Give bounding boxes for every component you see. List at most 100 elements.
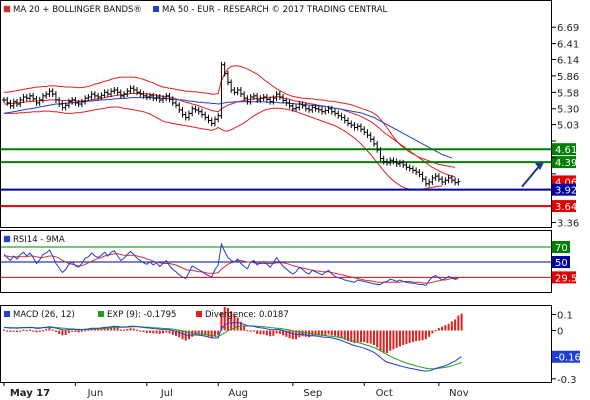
- divergence-bar: [454, 319, 457, 331]
- divergence-bar: [35, 330, 38, 333]
- macd-last-label-bg: [552, 350, 580, 363]
- divergence-bar: [334, 330, 337, 336]
- projection-arrow-head: [535, 162, 544, 171]
- divergence-bar: [213, 330, 216, 337]
- divergence-bar: [317, 330, 320, 336]
- divergence-bar: [243, 326, 246, 331]
- divergence-bar: [181, 330, 184, 340]
- divergence-bar: [84, 330, 87, 332]
- legend-ma50-text: MA 50 - EUR - RESEARCH © 2017 TRADING CE…: [162, 5, 388, 15]
- legend-marker-macd: [4, 311, 10, 317]
- divergence-bar: [6, 330, 9, 332]
- x-tick-label: Oct: [376, 388, 393, 399]
- divergence-bar: [272, 330, 275, 336]
- divergence-bar: [97, 329, 100, 331]
- divergence-bar: [123, 329, 126, 331]
- divergence-bar: [327, 330, 330, 335]
- level-label-bg: [552, 200, 576, 213]
- divergence-bar: [64, 330, 67, 335]
- divergence-bar: [450, 321, 453, 331]
- divergence-bar: [395, 330, 398, 348]
- legend-divergence-text: Divergence: 0.0187: [205, 310, 289, 320]
- divergence-bar: [93, 328, 96, 331]
- x-tick-label: Jun: [87, 388, 104, 399]
- divergence-bar: [385, 330, 388, 354]
- divergence-bar: [337, 330, 340, 338]
- divergence-bar: [408, 330, 411, 344]
- divergence-bar: [106, 328, 109, 331]
- divergence-bar: [3, 329, 5, 331]
- divergence-bar: [77, 330, 80, 333]
- divergence-bar: [379, 330, 382, 351]
- level-label-resistance: 4.39: [555, 158, 577, 169]
- divergence-bar: [136, 329, 139, 331]
- level-label-bg: [552, 156, 576, 169]
- divergence-bar: [38, 330, 41, 332]
- divergence-bar: [80, 330, 83, 332]
- divergence-bar: [217, 330, 220, 335]
- divergence-bar: [175, 330, 177, 336]
- divergence-bar: [113, 326, 116, 331]
- divergence-bar: [278, 330, 281, 334]
- legend-marker-divergence: [196, 311, 202, 317]
- price-panel-frame: [0, 0, 552, 228]
- divergence-bar: [116, 327, 119, 331]
- divergence-bar: [54, 330, 57, 332]
- macd-legend: MACD (26, 12) EXP (9): -0.1795 Divergenc…: [4, 310, 289, 320]
- divergence-bar: [155, 330, 158, 334]
- divergence-bar: [249, 330, 252, 332]
- divergence-bar: [32, 330, 35, 332]
- price-y-tick-label: 5.58: [557, 88, 579, 99]
- bollinger-lower-line: [4, 106, 443, 191]
- divergence-bar: [246, 330, 249, 332]
- macd-y-tick-label: 0.1: [557, 310, 573, 321]
- divergence-bar: [418, 330, 421, 341]
- rsi-level-label: 70: [555, 243, 568, 254]
- divergence-bar: [226, 307, 229, 331]
- divergence-bar: [424, 330, 427, 340]
- rsi-panel-frame: [0, 230, 552, 293]
- divergence-bar: [259, 330, 262, 335]
- legend-macd-text: MACD (26, 12): [13, 310, 75, 320]
- divergence-bar: [434, 330, 437, 332]
- price-y-tick-label: 5.86: [557, 72, 579, 83]
- divergence-bar: [252, 330, 255, 332]
- x-tick-label: May 17: [10, 388, 50, 399]
- divergence-bar: [58, 330, 61, 334]
- divergence-bar: [301, 330, 304, 337]
- divergence-bar: [321, 330, 324, 336]
- projection-arrow-line: [521, 164, 541, 188]
- divergence-bar: [457, 315, 460, 331]
- rsi-legend: RSI14 - 9MA: [3, 235, 65, 245]
- divergence-bar: [324, 330, 327, 336]
- legend-marker-exp: [98, 311, 104, 317]
- divergence-bar: [347, 330, 349, 342]
- divergence-bar: [100, 328, 103, 331]
- divergence-bar: [411, 330, 414, 343]
- price-y-tick-label: 3.36: [557, 218, 579, 229]
- rsi-level-label: 29.5: [555, 273, 577, 284]
- divergence-bar: [74, 330, 77, 332]
- divergence-bar: [207, 330, 210, 337]
- legend-exp-text: EXP (9): -0.1795: [107, 310, 176, 320]
- divergence-bar: [149, 330, 152, 333]
- divergence-bar: [392, 330, 395, 350]
- level-label-resistance: 4.61: [555, 145, 577, 156]
- macd-line: [3, 321, 462, 372]
- divergence-bar: [158, 330, 161, 334]
- x-tick-label: Sep: [303, 388, 322, 399]
- divergence-bar: [398, 330, 401, 347]
- rsi-level-label-bg: [552, 241, 570, 253]
- legend-rsi-text: RSI14 - 9MA: [13, 235, 65, 245]
- divergence-bar: [269, 330, 272, 337]
- divergence-bar: [376, 330, 379, 348]
- divergence-bar: [363, 330, 366, 343]
- macd-y-tick-label: 0: [557, 327, 563, 338]
- divergence-bar: [12, 330, 15, 332]
- divergence-bar: [87, 329, 90, 331]
- divergence-bar: [431, 330, 434, 334]
- legend-ma20-text: MA 20 + BOLLINGER BANDS®: [13, 5, 142, 15]
- divergence-bar: [265, 330, 268, 336]
- legend-marker-rsi: [3, 235, 11, 243]
- divergence-bar: [126, 329, 129, 331]
